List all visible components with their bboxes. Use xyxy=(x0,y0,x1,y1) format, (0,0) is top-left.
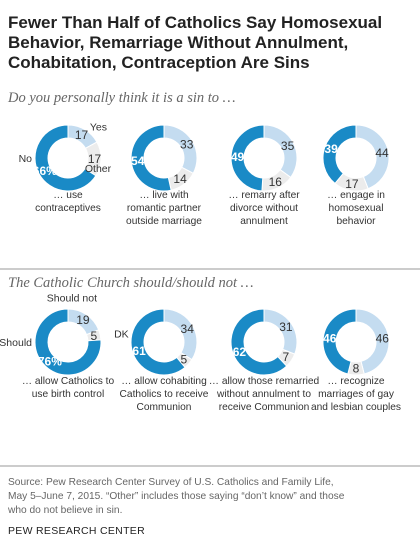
value-label-light-2-4: 46 xyxy=(376,332,390,346)
donut-1-1: 17 17 66% … use contraceptives No Yes Other xyxy=(19,121,112,214)
value-label-grey-2-1: 5 xyxy=(91,329,98,343)
slice-dark-2-2 xyxy=(130,308,186,376)
legend-light-2: Should not xyxy=(47,293,97,305)
caption-line-1-4-2: homosexual xyxy=(329,203,384,214)
donut-groups: 17 17 66% … use contraceptives No Yes Other 33 14… xyxy=(0,121,401,413)
title-line-1: Fewer Than Half of Catholics Say Homosex… xyxy=(8,13,382,32)
value-label-light-2-1: 19 xyxy=(76,313,90,327)
value-label-dark-2-1: 76% xyxy=(38,354,62,368)
value-label-grey-1-4: 17 xyxy=(345,177,359,191)
value-label-dark-2-2: 61 xyxy=(132,344,146,358)
value-label-dark-2-4: 46 xyxy=(323,332,337,346)
slice-dark-2-3 xyxy=(230,308,288,376)
slice-light-1-4 xyxy=(355,124,390,190)
caption-line-1-1-2: contraceptives xyxy=(35,203,101,214)
value-label-light-1-4: 44 xyxy=(375,146,389,160)
donut-2-1: 195 76% … allow Catholics to use birth cont… xyxy=(0,293,129,400)
brand-name: PEW RESEARCH CENTER xyxy=(8,525,145,537)
chart-title: Fewer Than Half of Catholics Say Homosex… xyxy=(8,13,382,72)
value-label-dark-1-2: 54 xyxy=(131,154,145,168)
caption-line-1-3-3: annulment xyxy=(240,216,288,227)
legend-dark-2: Should xyxy=(0,337,32,349)
slice-dark-1-3 xyxy=(230,124,265,192)
caption-line-1-4-3: behavior xyxy=(336,216,376,227)
value-label-light-1-1: 17 xyxy=(75,128,89,142)
caption-line-1-2-2: romantic partner xyxy=(127,203,202,214)
legend-light-1: Yes xyxy=(90,121,107,133)
question-2: The Catholic Church should/should not … xyxy=(8,275,254,291)
caption-line-2-1-2: use birth control xyxy=(32,389,104,400)
donut-2-2: 34 5 61 … allow cohabiting Catholics to rece… xyxy=(120,308,209,413)
caption-line-1-3-1: … remarry after xyxy=(228,190,300,201)
caption-line-1-1-1: … use xyxy=(53,190,83,201)
value-label-grey-1-3: 16 xyxy=(269,175,283,189)
slice-dark-1-1 xyxy=(34,124,97,192)
caption-line-1-3-2: divorce without xyxy=(230,203,298,214)
caption-line-2-4-2: marriages of gay xyxy=(318,389,395,400)
donut-2-3: 31 7 62 … allow those remarried without annu… xyxy=(209,308,320,413)
title-line-2: Behavior, Remarriage Without Annulment, xyxy=(8,33,348,52)
value-label-grey-1-1: 17 xyxy=(88,152,102,166)
value-label-dark-2-3: 62 xyxy=(233,345,247,359)
question-1: Do you personally think it is a sin to … xyxy=(7,90,236,106)
value-label-light-1-2: 33 xyxy=(180,137,194,151)
source-line-2: May 5–June 7, 2015. “Other” includes tho… xyxy=(8,491,345,502)
slice-dark-1-4 xyxy=(322,124,357,185)
value-label-grey-2-2: 5 xyxy=(181,353,188,367)
slice-dark-2-1 xyxy=(34,308,102,376)
caption-line-2-2-2: Catholics to receive xyxy=(120,389,209,400)
legend-grey-1: Other xyxy=(85,163,112,175)
title-line-3: Cohabitation, Contraception Are Sins xyxy=(8,53,310,72)
caption-line-2-2-1: … allow cohabiting xyxy=(121,376,207,387)
value-label-grey-2-3: 7 xyxy=(283,350,290,364)
source-line-1: Source: Pew Research Center Survey of U.… xyxy=(8,477,334,488)
value-label-dark-1-1: 66% xyxy=(33,164,57,178)
value-label-grey-2-4: 8 xyxy=(353,362,360,376)
donut-1-2: 33 14 54 … live with romantic partner outside… xyxy=(126,124,202,227)
value-label-light-2-3: 31 xyxy=(279,320,293,334)
caption-line-1-2-3: outside marriage xyxy=(126,216,202,227)
caption-line-2-4-1: … recognize xyxy=(327,376,385,387)
caption-line-2-3-1: … allow those remarried xyxy=(209,376,320,387)
value-label-light-2-2: 34 xyxy=(181,322,195,336)
slice-dark-2-4 xyxy=(322,308,357,375)
value-label-light-1-3: 35 xyxy=(281,139,295,153)
caption-line-2-3-3: receive Communion xyxy=(219,402,310,413)
value-label-dark-1-4: 39 xyxy=(324,142,338,156)
source-line-3: who do not believe in sin. xyxy=(7,505,122,516)
caption-line-2-2-3: Communion xyxy=(137,402,192,413)
legend-grey-2: DK xyxy=(114,329,129,341)
donut-1-3: 35 16 49 … remarry after divorce without annu… xyxy=(228,124,300,227)
caption-line-1-4-1: … engage in xyxy=(327,190,385,201)
caption-line-2-1-1: … allow Catholics to xyxy=(22,376,115,387)
caption-line-2-4-3: and lesbian couples xyxy=(311,402,401,413)
donut-1-4: 44 17 39 … engage in homosexual behavior xyxy=(322,124,390,227)
legend-dark-1: No xyxy=(19,153,33,165)
caption-line-2-3-2: without annulment to xyxy=(216,389,311,400)
donut-2-4: 46 8 46 … recognize marriages of gay and lesb… xyxy=(311,308,401,413)
slice-dark-1-2 xyxy=(130,124,172,192)
value-label-dark-1-3: 49 xyxy=(231,150,245,164)
value-label-grey-1-2: 14 xyxy=(173,172,187,186)
caption-line-1-2-1: … live with xyxy=(139,190,188,201)
